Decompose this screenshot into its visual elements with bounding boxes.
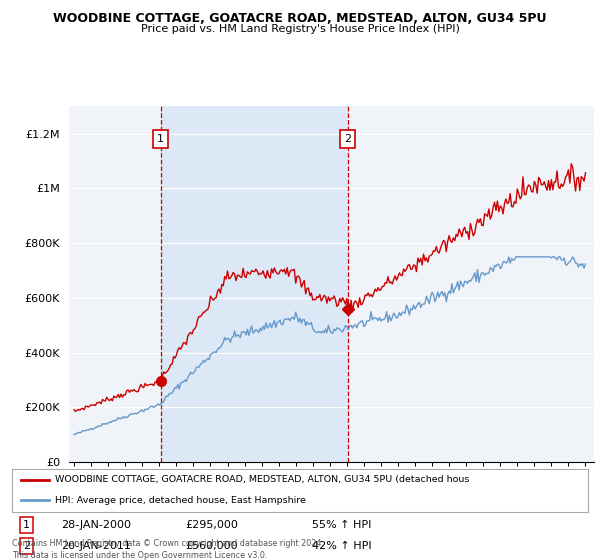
Text: 28-JAN-2000: 28-JAN-2000 xyxy=(61,520,131,530)
Text: WOODBINE COTTAGE, GOATACRE ROAD, MEDSTEAD, ALTON, GU34 5PU: WOODBINE COTTAGE, GOATACRE ROAD, MEDSTEA… xyxy=(53,12,547,25)
Text: £560,000: £560,000 xyxy=(185,542,238,552)
Text: Price paid vs. HM Land Registry's House Price Index (HPI): Price paid vs. HM Land Registry's House … xyxy=(140,24,460,34)
Text: 1: 1 xyxy=(157,134,164,144)
Text: £295,000: £295,000 xyxy=(185,520,238,530)
Text: WOODBINE COTTAGE, GOATACRE ROAD, MEDSTEAD, ALTON, GU34 5PU (detached hous: WOODBINE COTTAGE, GOATACRE ROAD, MEDSTEA… xyxy=(55,475,470,484)
Text: 2: 2 xyxy=(344,134,351,144)
Text: 55% ↑ HPI: 55% ↑ HPI xyxy=(311,520,371,530)
Text: 1: 1 xyxy=(23,520,30,530)
Text: HPI: Average price, detached house, East Hampshire: HPI: Average price, detached house, East… xyxy=(55,496,306,505)
Bar xyxy=(161,106,347,462)
Text: 42% ↑ HPI: 42% ↑ HPI xyxy=(311,542,371,552)
Text: 20-JAN-2011: 20-JAN-2011 xyxy=(61,542,131,552)
Text: Contains HM Land Registry data © Crown copyright and database right 2024.
This d: Contains HM Land Registry data © Crown c… xyxy=(12,539,324,560)
Text: 2: 2 xyxy=(23,542,30,552)
